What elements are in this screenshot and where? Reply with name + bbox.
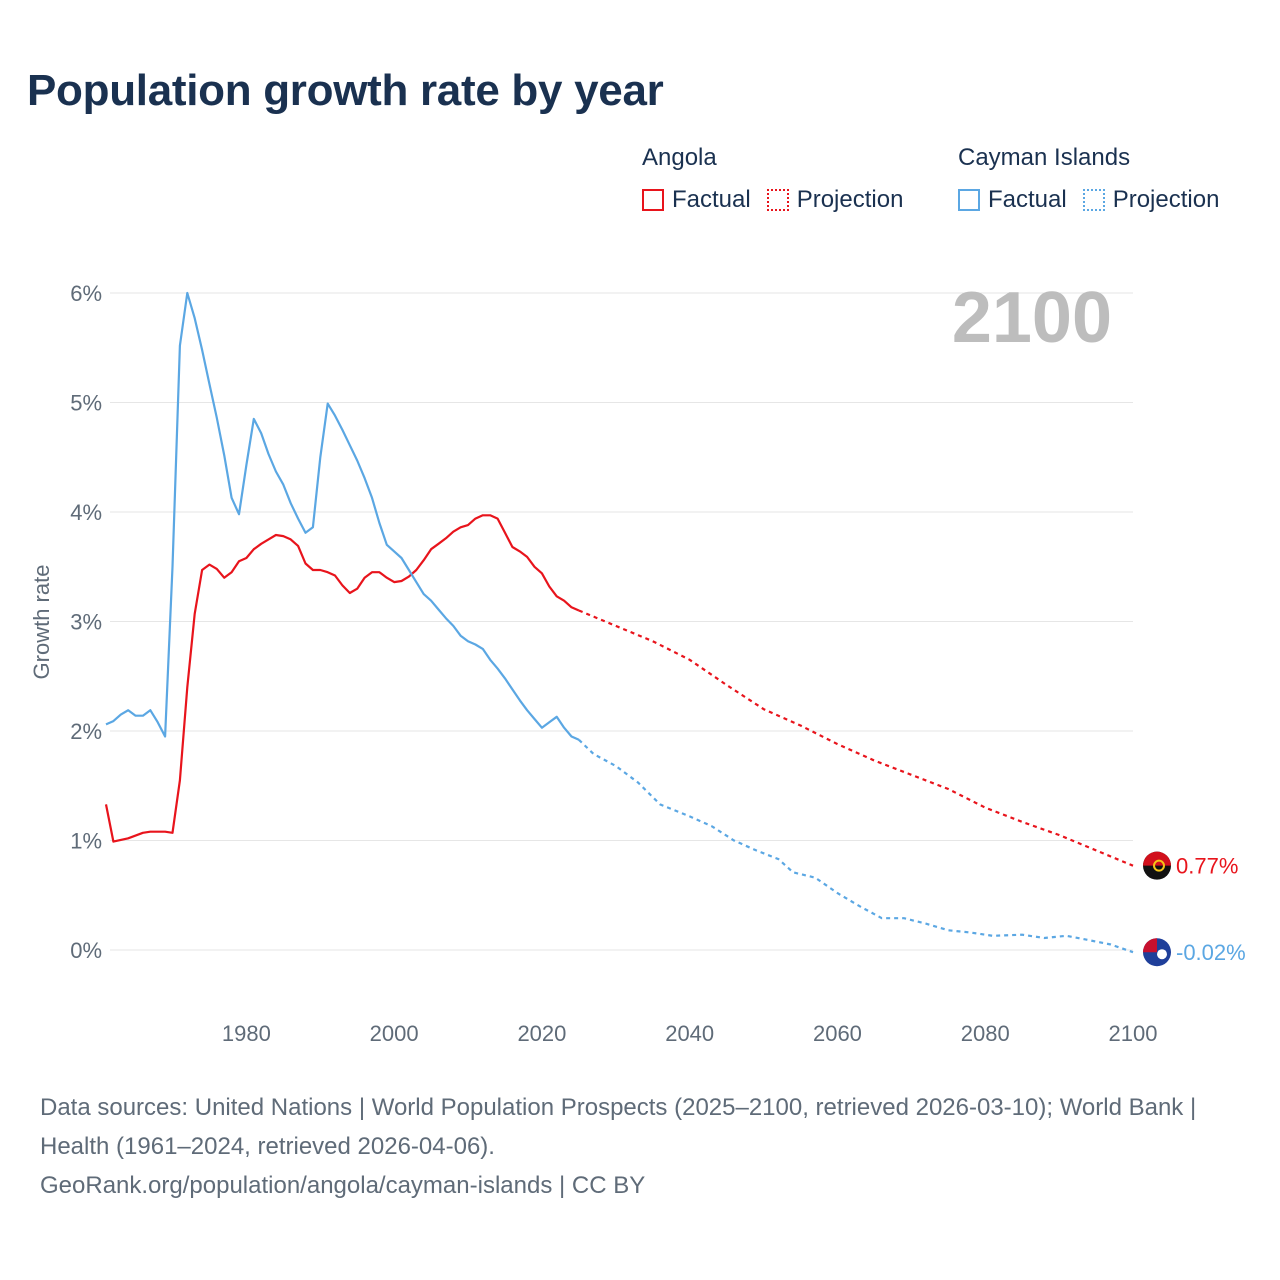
x-tick-label: 2020	[517, 1021, 566, 1046]
y-tick-label: 6%	[70, 281, 102, 306]
end-value-label-angola: 0.77%	[1176, 854, 1238, 879]
legend-swatch-solid	[642, 189, 664, 211]
legend-item-cayman-factual[interactable]: Factual	[958, 186, 1067, 214]
x-tick-label: 2040	[665, 1021, 714, 1046]
y-tick-label: 3%	[70, 610, 102, 635]
legend-swatch-solid	[958, 189, 980, 211]
series-line-cayman-islands-projection	[578, 739, 1134, 954]
legend-group-label: Cayman Islands	[958, 144, 1131, 171]
flag-marker-angola	[1143, 851, 1171, 880]
y-tick-label: 1%	[70, 829, 102, 854]
series-line-cayman-islands-factual	[105, 291, 580, 741]
sources-text: Data sources: United Nations | World Pop…	[40, 1094, 1197, 1160]
legend-swatch-dotted	[766, 189, 789, 211]
legend-item-label: Projection	[1112, 186, 1220, 213]
legend-item-angola-factual[interactable]: Factual	[642, 186, 751, 214]
legend-cayman-islands: Cayman Islands Factual Projection	[958, 144, 1235, 214]
line-chart: 0% 1% 2% 3% 4% 5% 6% 1980 2000 2020 2040 2060 2080 2…	[29, 278, 1246, 1046]
x-tick-label: 1980	[222, 1021, 271, 1046]
x-tick-label: 2060	[813, 1021, 862, 1046]
legend-group-label: Angola	[642, 144, 717, 171]
y-tick-label: 5%	[70, 391, 102, 416]
x-tick-label: 2100	[1109, 1021, 1158, 1046]
year-watermark: 2100	[952, 278, 1112, 358]
legend-angola: Angola Factual Projection	[642, 144, 919, 214]
flag-emblem	[1157, 949, 1167, 960]
legend-item-cayman-projection[interactable]: Projection	[1082, 186, 1220, 214]
x-tick-label: 2000	[370, 1021, 419, 1046]
y-tick-label: 4%	[70, 500, 102, 525]
flag-emblem	[1153, 859, 1165, 872]
sources-link[interactable]: GeoRank.org/population/angola/cayman-isl…	[40, 1172, 646, 1199]
legend-item-label: Factual	[988, 186, 1067, 213]
x-tick-label: 2080	[961, 1021, 1010, 1046]
flag-marker-cayman-islands	[1143, 938, 1171, 967]
y-tick-label: 2%	[70, 719, 102, 744]
flag-icon-canton	[1143, 938, 1157, 953]
legend-swatch-dotted	[1082, 189, 1105, 211]
y-axis-label: Growth rate	[29, 565, 54, 680]
series-line-angola-factual	[104, 514, 580, 843]
flag-icon-top	[1143, 851, 1171, 866]
end-value-label-cayman-islands: -0.02%	[1176, 940, 1246, 965]
y-tick-label: 0%	[70, 938, 102, 963]
page-title: Population growth rate by year	[27, 66, 664, 115]
data-sources: Data sources: United Nations | World Pop…	[40, 1088, 1240, 1205]
legend-item-label: Projection	[796, 186, 904, 213]
legend-item-label: Factual	[672, 186, 751, 213]
series-line-angola-projection	[578, 609, 1134, 867]
legend-item-angola-projection[interactable]: Projection	[766, 186, 904, 214]
